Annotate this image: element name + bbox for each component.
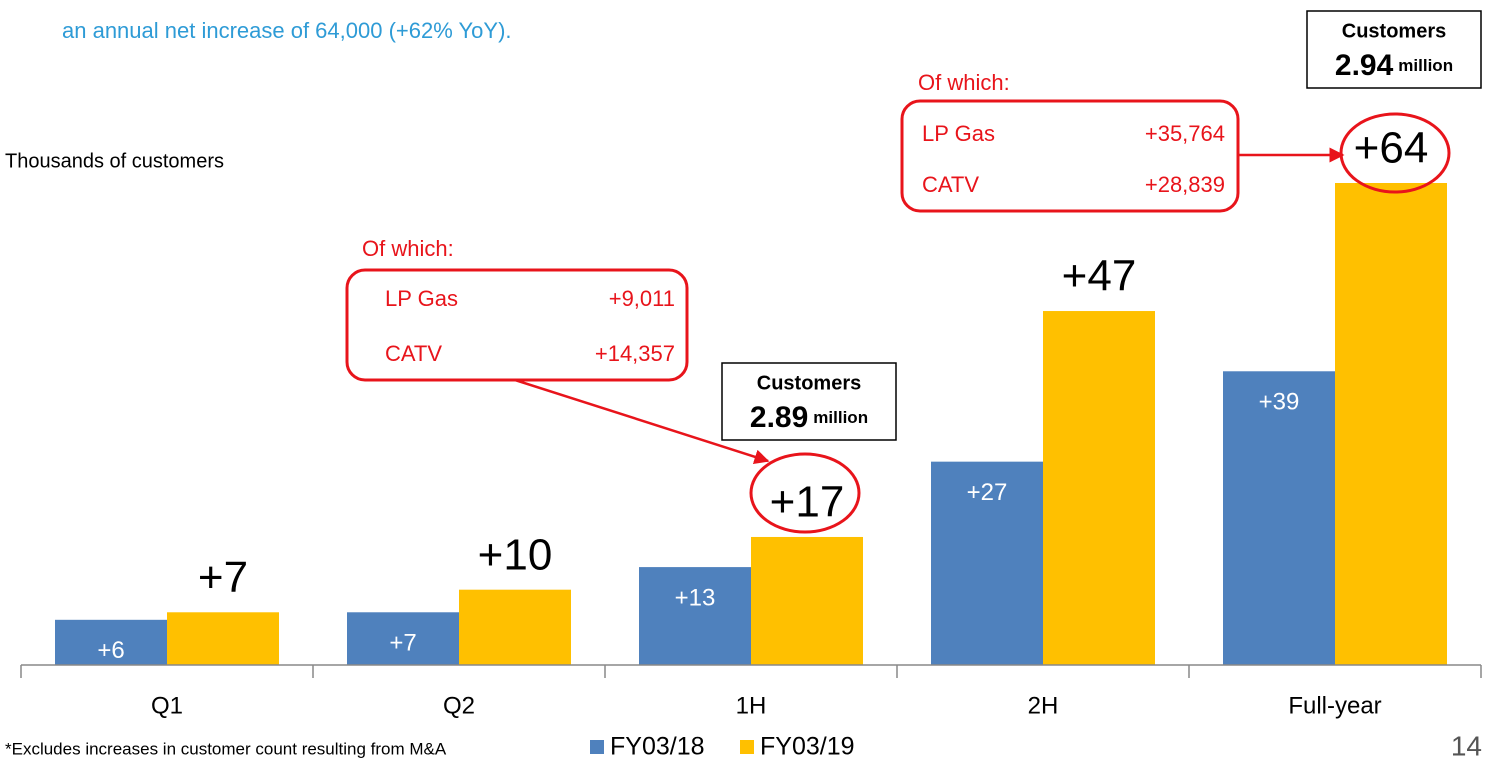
- customer-unit: million: [813, 408, 868, 427]
- customer-count: 2.94 million: [1335, 49, 1453, 82]
- customer-value: 2.94: [1335, 49, 1394, 82]
- page-number: 14: [1451, 730, 1482, 761]
- annotation-item: CATV: [922, 172, 979, 197]
- highlight-circle: [1339, 112, 1451, 194]
- x-tick-label: Q1: [151, 692, 183, 719]
- x-tick-label: Q2: [443, 692, 475, 719]
- legend-swatch: [740, 740, 754, 754]
- bar: [347, 612, 459, 665]
- value-label: +39: [1259, 389, 1300, 416]
- annotation-value: +35,764: [1145, 121, 1225, 146]
- value-label: +64: [1354, 124, 1429, 173]
- value-label: +13: [675, 584, 716, 611]
- value-label: +7: [198, 553, 248, 602]
- annotation-arrow: [514, 378, 770, 465]
- annotation-value: +28,839: [1145, 172, 1225, 197]
- customer-count: 2.89 million: [750, 401, 868, 434]
- customer-label: Customers: [1342, 20, 1446, 42]
- bar: [1335, 183, 1447, 665]
- customer-box: [721, 362, 897, 441]
- y-axis-label: Thousands of customers: [5, 150, 224, 172]
- highlight-circle: [749, 452, 861, 534]
- annotation-title: Of which:: [362, 236, 454, 261]
- bar: [639, 567, 751, 665]
- annotation-item: CATV: [385, 341, 442, 366]
- annotation-item: LP Gas: [922, 121, 995, 146]
- x-tick-label: 2H: [1028, 692, 1059, 719]
- bar: [459, 589, 571, 665]
- customer-value: 2.89: [750, 401, 808, 434]
- legend-label: FY03/19: [760, 733, 855, 761]
- bar: [55, 619, 167, 665]
- customer-label: Customers: [757, 372, 861, 394]
- value-label: +47: [1062, 252, 1137, 301]
- customer-box: [1306, 10, 1482, 89]
- bar: [1223, 371, 1335, 665]
- annotation-title: Of which:: [918, 70, 1010, 95]
- annotation-value: +9,011: [609, 286, 675, 311]
- legend-label: FY03/18: [610, 733, 705, 761]
- annotation-item: LP Gas: [385, 286, 458, 311]
- bar: [1043, 311, 1155, 665]
- x-tick-label: 1H: [736, 692, 767, 719]
- subtitle: an annual net increase of 64,000 (+62% Y…: [62, 18, 512, 43]
- x-tick-label: Full-year: [1288, 692, 1381, 719]
- footnote: *Excludes increases in customer count re…: [5, 739, 447, 758]
- customer-unit: million: [1398, 56, 1453, 75]
- value-label: +6: [97, 637, 124, 664]
- annotation-value: +14,357: [595, 341, 675, 366]
- bar: [931, 461, 1043, 665]
- value-label: +27: [967, 479, 1008, 506]
- bar: [167, 612, 279, 665]
- value-label: +17: [770, 478, 845, 527]
- bar: [751, 536, 863, 665]
- value-label: +7: [389, 630, 416, 657]
- legend-swatch: [590, 740, 604, 754]
- value-label: +10: [478, 530, 553, 579]
